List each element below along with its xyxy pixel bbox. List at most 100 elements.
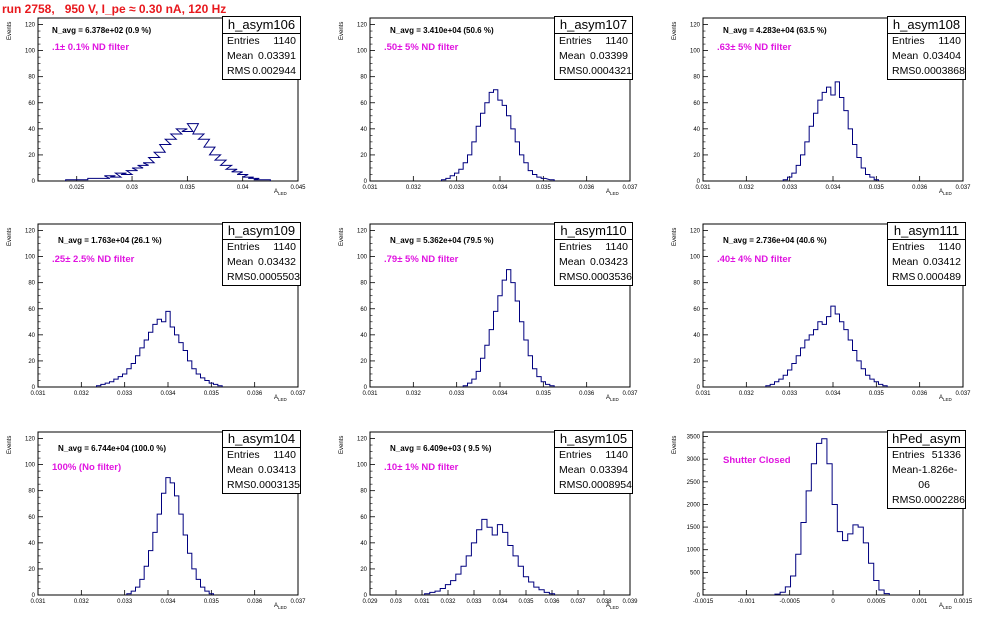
stats-label-mean: Mean <box>227 50 254 62</box>
x-tick-label: 0.037 <box>622 185 638 191</box>
stats-row-mean: Mean 0.03412 <box>888 255 965 270</box>
y-axis-label: Events <box>7 21 13 40</box>
histogram-plot: 0 20 40 60 80 100 120 0.029 0.03 0.031 0.032 0.033 0… <box>357 431 638 605</box>
stats-row-rms: RMS 0.0003536 <box>555 270 632 285</box>
y-tick-label: 100 <box>357 255 368 261</box>
stats-label-mean: Mean <box>892 256 919 268</box>
y-tick-label: 80 <box>28 75 35 81</box>
x-tick-label: 0.035 <box>536 185 552 191</box>
x-tick-label: 0.033 <box>449 185 465 191</box>
stats-label-rms: RMS <box>892 271 916 283</box>
x-tick-label: 0.036 <box>247 599 263 605</box>
stats-value-rms: 0.0003135 <box>250 479 300 491</box>
y-tick-label: 60 <box>28 307 35 313</box>
histogram-plot: 0 20 40 60 80 100 120 0.031 0.032 0.033 0.034 0.035… <box>25 431 306 605</box>
stats-row-mean: Mean 0.03404 <box>888 49 965 64</box>
y-tick-label: 60 <box>693 101 700 107</box>
stats-title: h_asym109 <box>223 223 300 240</box>
stats-value-mean: 0.03432 <box>258 256 296 268</box>
x-tick-label: -0.001 <box>738 599 756 605</box>
navg-label: N_avg = 6.378e+02 (0.9 %) <box>52 26 152 35</box>
y-axis-label: Events <box>7 435 13 454</box>
stats-value-entries: 1140 <box>605 35 628 47</box>
stats-label-rms: RMS <box>227 479 251 491</box>
stats-row-entries: Entries 1140 <box>888 240 965 255</box>
x-axis-label-subscript: LED <box>610 191 619 197</box>
y-tick-label: 40 <box>360 541 367 547</box>
y-tick-label: 60 <box>360 515 367 521</box>
y-tick-label: 40 <box>28 127 35 133</box>
x-tick-label: 0.031 <box>695 391 711 397</box>
x-tick-label: 0.037 <box>955 391 971 397</box>
y-tick-label: 40 <box>693 127 700 133</box>
y-tick-label: 100 <box>25 255 36 261</box>
x-tick-label: 0.037 <box>570 599 586 605</box>
histogram-series <box>65 123 271 181</box>
stats-row-mean: Mean 0.03399 <box>555 49 632 64</box>
y-tick-label: 1500 <box>687 525 701 531</box>
x-tick-label: 0.032 <box>406 185 422 191</box>
x-tick-label: 0.036 <box>912 185 928 191</box>
stats-label-rms: RMS <box>227 65 251 77</box>
stats-value-entries: 1140 <box>938 35 961 47</box>
x-axis-label: ALED <box>939 189 952 196</box>
y-tick-label: 60 <box>360 307 367 313</box>
stats-row-rms: RMS 0.0004321 <box>555 64 632 79</box>
x-tick-label: 0.034 <box>160 391 176 397</box>
stats-title: h_asym107 <box>555 17 632 34</box>
y-tick-label: 20 <box>693 359 700 365</box>
x-axis-label-main: A <box>606 603 611 609</box>
x-tick-label: 0.037 <box>622 391 638 397</box>
y-tick-label: 0 <box>697 179 701 185</box>
stats-value-rms: 0.0008954 <box>582 479 632 491</box>
stats-value-entries: 51336 <box>931 449 961 461</box>
stats-value-rms: 0.0002286 <box>915 494 965 506</box>
stats-row-entries: Entries 1140 <box>888 34 965 49</box>
x-tick-label: 0.034 <box>492 185 508 191</box>
stats-label-rms: RMS <box>227 271 251 283</box>
y-axis-label: Events <box>339 435 345 454</box>
x-tick-label: 0.031 <box>30 391 46 397</box>
y-tick-label: 0 <box>364 179 368 185</box>
y-tick-label: 120 <box>25 437 36 443</box>
x-tick-label: 0.035 <box>204 391 220 397</box>
stats-label-rms: RMS <box>559 271 583 283</box>
x-tick-label: 0.034 <box>492 599 508 605</box>
x-tick-label: 0.035 <box>869 391 885 397</box>
filter-note: .63± 5% ND filter <box>717 42 792 53</box>
x-axis-label-main: A <box>606 189 611 195</box>
stats-label-entries: Entries <box>227 35 260 47</box>
x-axis-label-main: A <box>939 395 944 401</box>
x-tick-label: 0.032 <box>739 185 755 191</box>
x-tick-label: 0.001 <box>912 599 928 605</box>
stats-box: h_asym108 Entries 1140 Mean 0.03404 RMS 0.0003… <box>887 16 966 80</box>
x-tick-label: 0.036 <box>247 391 263 397</box>
plot-frame <box>37 17 299 182</box>
stats-label-mean: Mean <box>559 50 586 62</box>
x-tick-label: 0.035 <box>180 185 196 191</box>
x-tick-label: 0.034 <box>160 599 176 605</box>
stats-label-entries: Entries <box>559 241 592 253</box>
stats-label-entries: Entries <box>892 35 925 47</box>
histogram-series <box>96 310 223 387</box>
filter-note: .25± 2.5% ND filter <box>52 254 135 265</box>
x-tick-label: 0.033 <box>782 391 798 397</box>
y-tick-label: 1000 <box>687 548 701 554</box>
x-axis-label-main: A <box>274 603 279 609</box>
filter-note: .10± 1% ND filter <box>384 462 459 473</box>
y-tick-label: 20 <box>360 153 367 159</box>
y-tick-label: 100 <box>25 463 36 469</box>
stats-label-entries: Entries <box>227 241 260 253</box>
navg-label: N_avg = 6.409e+03 ( 9.5 %) <box>390 444 492 453</box>
x-tick-label: 0.031 <box>30 599 46 605</box>
y-tick-label: 0 <box>364 385 368 391</box>
stats-row-entries: Entries 1140 <box>555 240 632 255</box>
histogram-plot: 0 500 1000 1500 2000 2500 3000 3500 -0.0015 -0.00… <box>687 431 973 605</box>
stats-title: h_asym105 <box>555 431 632 448</box>
x-tick-label: 0.031 <box>362 391 378 397</box>
x-tick-label: 0.032 <box>74 391 90 397</box>
stats-value-rms: 0.0003868 <box>915 65 965 77</box>
stats-value-rms: 0.0003536 <box>582 271 632 283</box>
y-tick-label: 80 <box>28 281 35 287</box>
run-title: run 2758, 950 V, I_pe ≈ 0.30 nA, 120 Hz <box>2 2 227 16</box>
